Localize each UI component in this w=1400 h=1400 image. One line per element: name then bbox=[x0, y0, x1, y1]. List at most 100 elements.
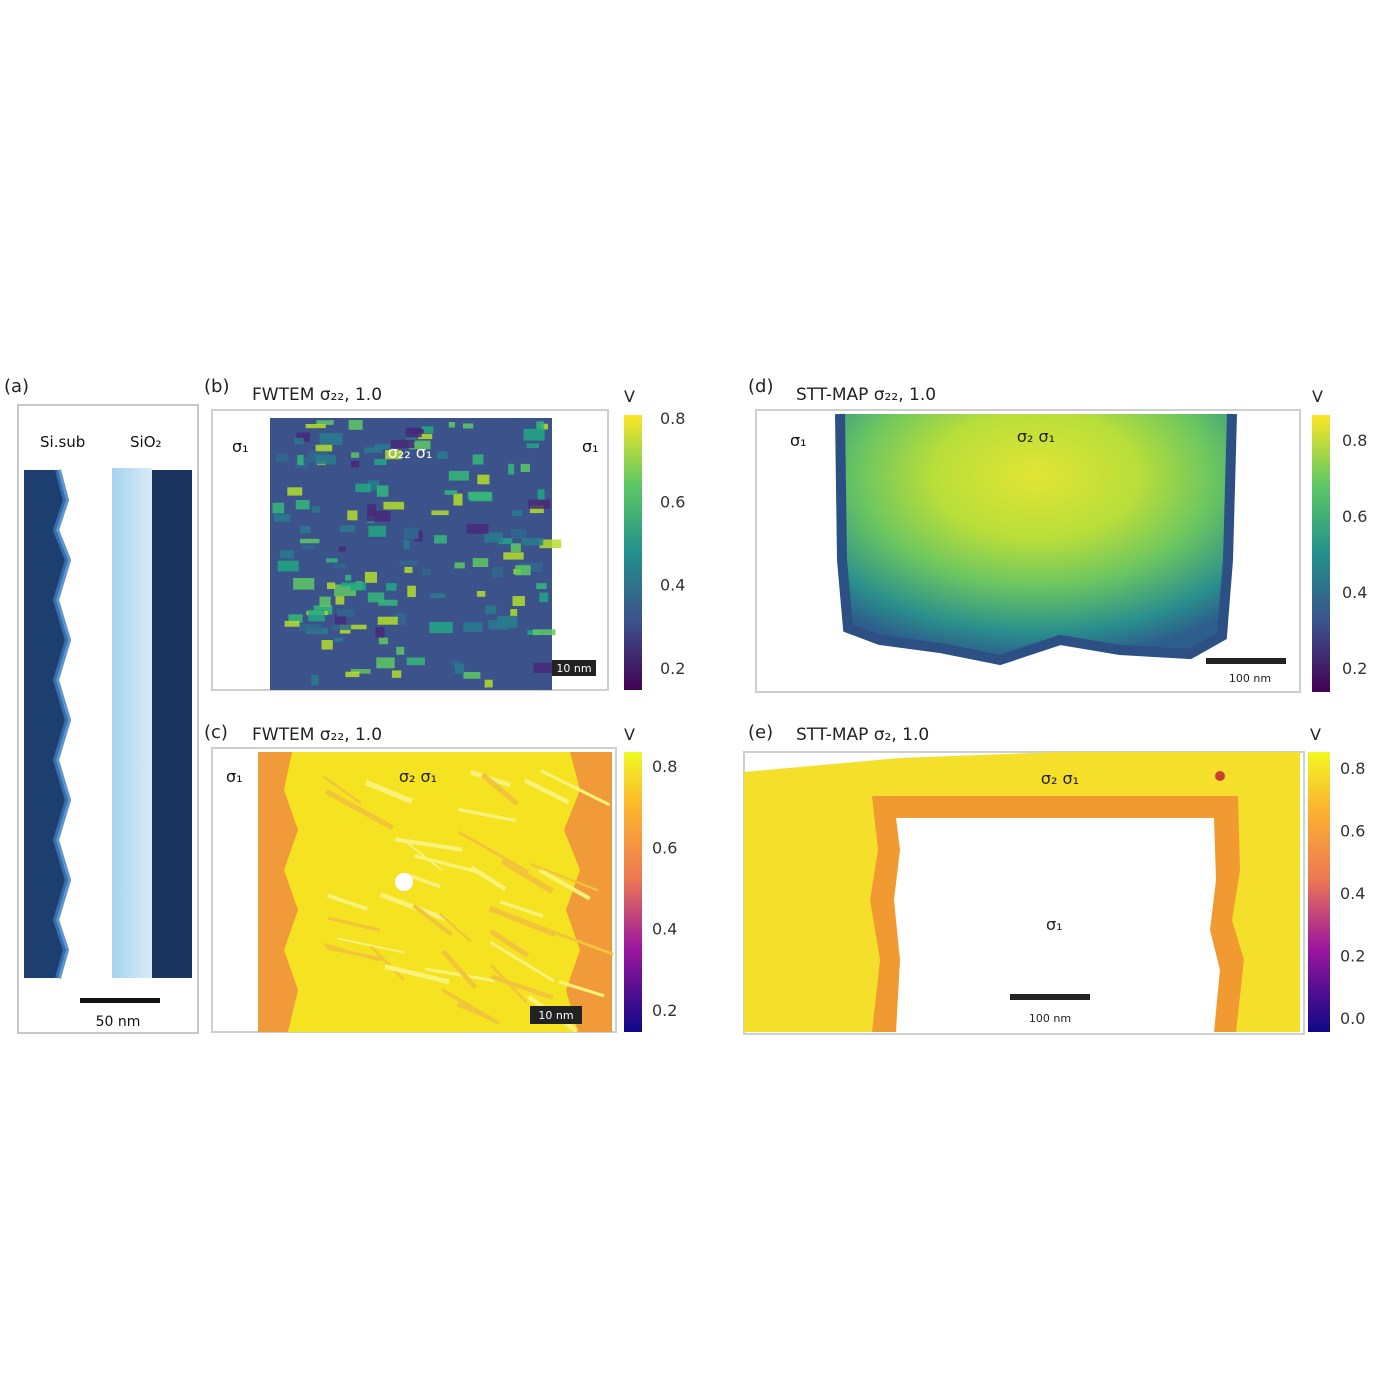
texture-speckle bbox=[351, 452, 360, 458]
texture-speckle bbox=[405, 427, 422, 438]
texture-speckle bbox=[404, 527, 419, 539]
texture-streak bbox=[500, 858, 554, 894]
panel-e-title: STT-MAP σ₂, 1.0 bbox=[796, 725, 929, 745]
texture-speckle bbox=[429, 622, 453, 634]
panel-b-colorbar bbox=[624, 415, 642, 690]
texture-streak bbox=[554, 931, 614, 956]
texture-speckle bbox=[408, 440, 431, 450]
colorbar-tick-label: 0.4 bbox=[1342, 583, 1367, 602]
panel-d: (d) STT-MAP σ₂₂, 1.0 σ₂ σ₁ σ₁ 100 nm V 0… bbox=[748, 376, 1367, 693]
texture-speckle bbox=[488, 620, 509, 630]
texture-speckle bbox=[485, 605, 497, 615]
texture-speckle bbox=[348, 420, 363, 430]
panel-e-scale-text: 100 nm bbox=[1029, 1012, 1071, 1025]
texture-speckle bbox=[515, 565, 531, 576]
panel-e-colorbar bbox=[1308, 752, 1330, 1032]
panel-c-label: (c) bbox=[204, 722, 228, 743]
texture-streak bbox=[529, 862, 599, 892]
texture-speckle bbox=[523, 428, 545, 441]
texture-streak bbox=[326, 893, 368, 911]
texture-speckle bbox=[284, 620, 300, 627]
panel-b-scale-text: 10 nm bbox=[556, 662, 591, 675]
texture-streak bbox=[441, 988, 500, 1026]
texture-speckle bbox=[273, 514, 291, 522]
panel-d-title: STT-MAP σ₂₂, 1.0 bbox=[796, 385, 936, 405]
texture-speckle bbox=[510, 543, 521, 553]
texture-speckle bbox=[529, 505, 544, 514]
texture-speckle bbox=[448, 470, 469, 481]
panel-a-scale-text: 50 nm bbox=[96, 1014, 141, 1030]
texture-speckle bbox=[484, 532, 503, 543]
texture-speckle bbox=[539, 592, 549, 602]
texture-speckle bbox=[345, 574, 352, 581]
panel-b-scale-bar bbox=[552, 660, 596, 676]
texture-speckle bbox=[532, 629, 556, 636]
texture-speckle bbox=[462, 423, 474, 429]
texture-speckle bbox=[383, 501, 405, 510]
texture-speckle bbox=[437, 451, 448, 459]
texture-speckle bbox=[319, 596, 331, 607]
panel-c-colorbar-unit: V bbox=[624, 725, 635, 744]
texture-speckle bbox=[375, 627, 385, 638]
texture-speckle bbox=[355, 483, 371, 493]
texture-speckle bbox=[378, 637, 388, 645]
texture-streak bbox=[458, 830, 530, 874]
colorbar-tick-label: 0.2 bbox=[1340, 947, 1365, 966]
texture-speckle bbox=[305, 424, 326, 429]
panel-d-map bbox=[840, 414, 1232, 660]
texture-speckle bbox=[301, 545, 315, 550]
texture-speckle bbox=[393, 613, 406, 625]
texture-speckle bbox=[407, 585, 416, 597]
texture-speckle bbox=[463, 672, 481, 679]
colorbar-tick-label: 0.6 bbox=[1340, 822, 1365, 841]
panel-d-colorbar bbox=[1312, 415, 1330, 692]
texture-speckle bbox=[414, 530, 423, 542]
texture-speckle bbox=[287, 487, 303, 496]
texture-speckle bbox=[299, 538, 320, 544]
panel-c-scale-bar bbox=[530, 1006, 582, 1024]
texture-speckle bbox=[272, 502, 285, 514]
panel-e-scale-bar bbox=[1010, 994, 1090, 1000]
texture-speckle bbox=[539, 539, 562, 549]
panel-d-scale-bar bbox=[1206, 658, 1286, 664]
texture-speckle bbox=[536, 583, 547, 589]
texture-speckle bbox=[288, 614, 303, 623]
texture-speckle bbox=[348, 624, 367, 630]
panel-d-region-label: σ₂ σ₁ bbox=[1017, 427, 1055, 446]
texture-speckle bbox=[477, 474, 490, 485]
panel-b-colorbar-ticks: 0.8 0.6 0.4 0.2 bbox=[660, 409, 685, 678]
texture-streak bbox=[490, 974, 554, 1000]
texture-speckle bbox=[454, 663, 465, 674]
panel-b-title: FWTEM σ₂₂, 1.0 bbox=[252, 385, 382, 405]
texture-speckle bbox=[311, 506, 320, 513]
texture-streak bbox=[489, 941, 555, 983]
panel-e-label: (e) bbox=[748, 722, 773, 743]
texture-streak bbox=[538, 868, 591, 901]
texture-speckle bbox=[405, 433, 417, 442]
texture-speckle bbox=[275, 454, 288, 463]
texture-speckle bbox=[334, 563, 347, 569]
colorbar-tick-label: 0.6 bbox=[1342, 507, 1367, 526]
texture-streak bbox=[337, 937, 405, 954]
texture-streak bbox=[323, 943, 379, 962]
texture-speckle bbox=[526, 443, 539, 449]
panel-c-bright-spot bbox=[395, 873, 413, 891]
texture-speckle bbox=[350, 460, 360, 468]
texture-speckle bbox=[378, 599, 398, 606]
texture-streak bbox=[499, 900, 544, 918]
panel-a-label: (a) bbox=[4, 376, 29, 397]
panel-d-side-label-left: σ₁ bbox=[790, 431, 807, 450]
panel-e-colorbar-unit: V bbox=[1310, 725, 1321, 744]
texture-speckle bbox=[511, 510, 523, 517]
panel-c-colorbar-ticks: 0.8 0.6 0.4 0.2 bbox=[652, 757, 677, 1020]
texture-speckle bbox=[297, 455, 304, 465]
texture-streak bbox=[488, 905, 557, 937]
panel-c-edge-left bbox=[258, 752, 298, 1032]
texture-speckle bbox=[390, 439, 415, 449]
texture-speckle bbox=[536, 421, 544, 431]
colorbar-tick-label: 0.2 bbox=[1342, 659, 1367, 678]
texture-streak bbox=[364, 779, 414, 805]
colorbar-tick-label: 0.0 bbox=[1340, 1009, 1365, 1028]
panel-d-colorbar-ticks: 0.8 0.6 0.4 0.2 bbox=[1342, 431, 1367, 678]
